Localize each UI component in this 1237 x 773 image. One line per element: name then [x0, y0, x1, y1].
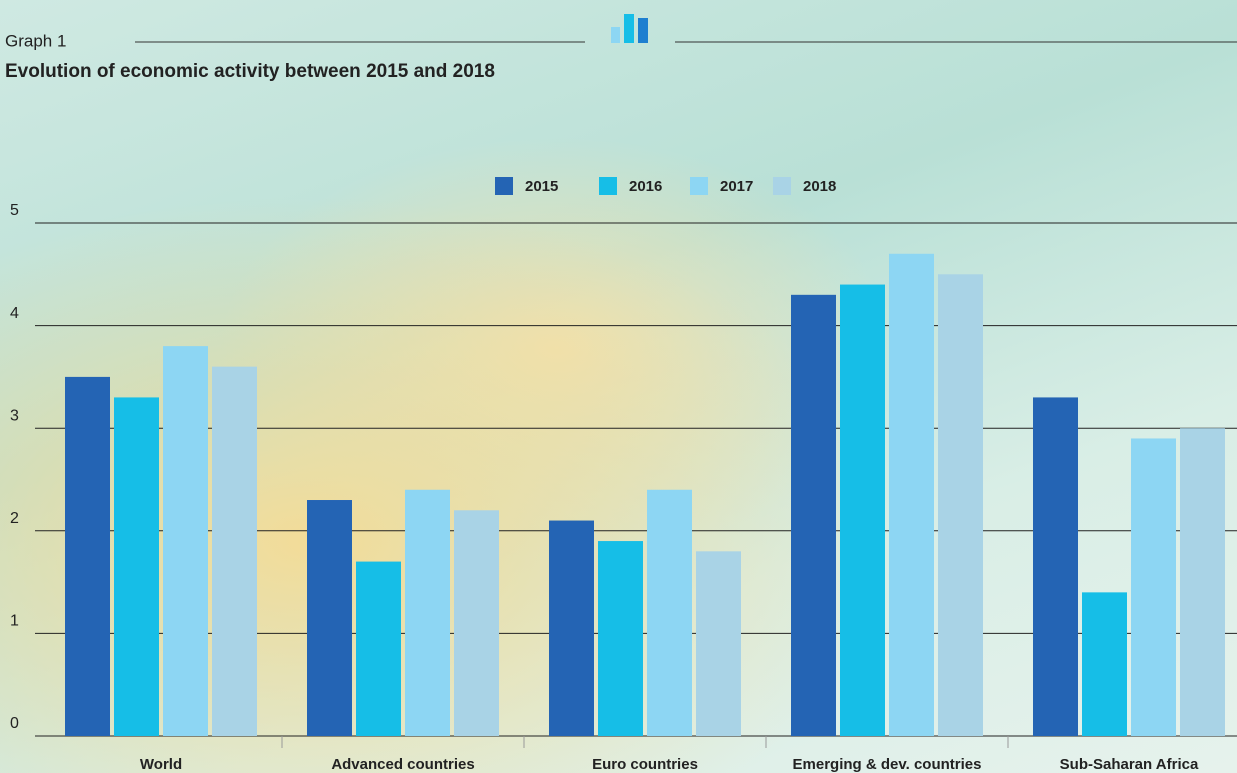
bar	[114, 397, 159, 736]
y-tick-label: 0	[10, 715, 19, 732]
x-tick-label: World	[140, 756, 182, 773]
bar	[696, 551, 741, 736]
bar	[598, 541, 643, 736]
bar	[307, 500, 352, 736]
bar	[1082, 592, 1127, 736]
bar	[647, 489, 692, 736]
legend-swatch	[495, 177, 513, 195]
x-tick-label: Euro countries	[592, 756, 698, 773]
bar	[65, 376, 110, 736]
bar	[356, 561, 401, 736]
legend-swatch	[773, 177, 791, 195]
bar	[163, 346, 208, 736]
bar	[840, 284, 885, 736]
legend-label: 2015	[525, 178, 558, 195]
x-tick-label: Advanced countries	[331, 756, 474, 773]
y-tick-label: 3	[10, 407, 19, 424]
graph-label: Graph 1	[5, 31, 66, 50]
bar	[454, 510, 499, 736]
chart-title: Evolution of economic activity between 2…	[5, 61, 495, 82]
y-tick-label: 5	[10, 202, 19, 219]
bar	[1131, 438, 1176, 736]
bar	[212, 366, 257, 736]
y-tick-label: 4	[10, 305, 19, 322]
bar	[889, 253, 934, 736]
legend-label: 2018	[803, 178, 836, 195]
bar	[791, 294, 836, 736]
y-tick-label: 1	[10, 613, 19, 630]
header-icon	[611, 14, 648, 43]
x-tick-label: Sub-Saharan Africa	[1060, 756, 1199, 773]
bar	[1180, 428, 1225, 736]
bar	[405, 489, 450, 736]
legend-swatch	[690, 177, 708, 195]
bar	[1033, 397, 1078, 736]
bar	[549, 520, 594, 736]
x-tick-label: Emerging & dev. countries	[793, 756, 982, 773]
y-tick-label: 2	[10, 510, 19, 527]
legend-swatch	[599, 177, 617, 195]
bar	[938, 274, 983, 736]
legend-label: 2017	[720, 178, 753, 195]
legend-label: 2016	[629, 178, 662, 195]
